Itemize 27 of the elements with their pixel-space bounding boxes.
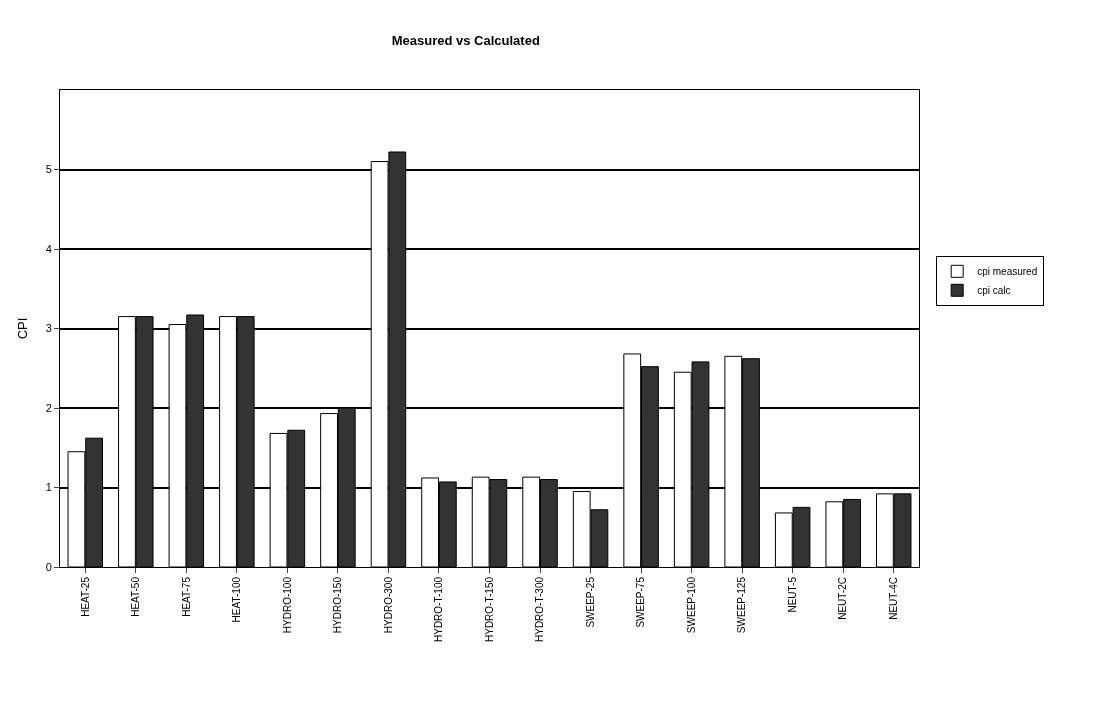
x-tick-label: HYDRO-150 xyxy=(332,576,344,634)
x-tick-label: HYDRO-T-100 xyxy=(433,576,445,643)
x-tick-label: NEUT-2C xyxy=(837,577,849,620)
x-tick-label: HEAT-100 xyxy=(231,576,243,623)
x-tick-label: NEUT-4C xyxy=(887,577,899,620)
y-tick-label: 3 xyxy=(45,322,52,335)
y-tick-label: 5 xyxy=(45,163,52,176)
x-tick-label: HYDRO-T-150 xyxy=(483,576,495,643)
y-tick-label: 1 xyxy=(45,481,52,494)
x-tick-label: SWEEP-125 xyxy=(736,576,748,634)
x-tick-label: SWEEP-100 xyxy=(685,576,697,634)
x-tick-label: HYDRO-T-300 xyxy=(534,576,546,643)
y-tick-label: 2 xyxy=(45,401,52,414)
legend-label: cpi measured xyxy=(977,266,1038,278)
x-tick-label: SWEEP-25 xyxy=(584,576,596,628)
legend-label: cpi calc xyxy=(977,285,1011,297)
x-tick-label: HYDRO-100 xyxy=(281,576,293,634)
y-tick-label: 4 xyxy=(45,242,52,255)
chart-title: Measured vs Calculated xyxy=(391,32,540,48)
x-tick-label: HYDRO-300 xyxy=(382,576,394,634)
x-tick-label: HEAT-75 xyxy=(180,576,192,617)
y-axis-title: CPI xyxy=(14,317,30,340)
x-tick-label: SWEEP-75 xyxy=(635,576,647,628)
x-tick-label: HEAT-50 xyxy=(130,576,142,617)
x-tick-label: HEAT-25 xyxy=(79,576,91,617)
y-tick-label: 0 xyxy=(45,560,52,573)
x-tick-label: NEUT-5 xyxy=(786,576,798,613)
